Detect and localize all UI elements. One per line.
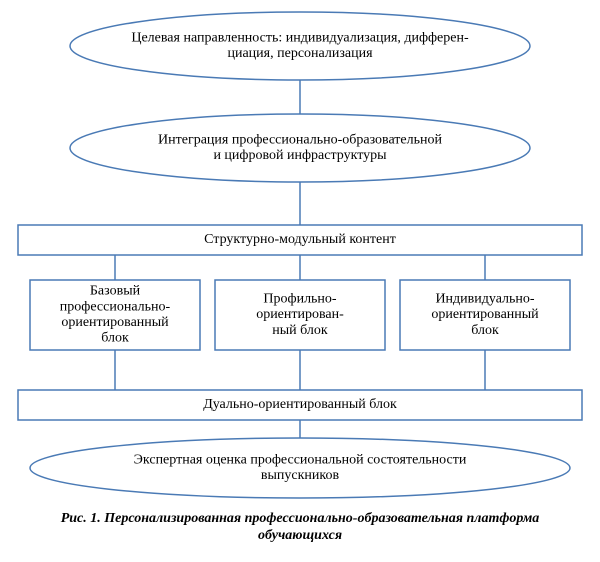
node-label: профессионально- [60, 299, 171, 314]
node-n2: Интеграция профессионально-образовательн… [70, 114, 530, 182]
node-n4a: Базовыйпрофессионально-ориентированныйбл… [30, 280, 200, 350]
node-n3: Структурно-модульный контент [18, 225, 582, 255]
caption-layer: Рис. 1. Персонализированная профессионал… [61, 511, 540, 543]
node-label: Базовый [90, 284, 141, 299]
figure-caption: обучающихся [258, 528, 342, 543]
node-label: выпускников [261, 468, 340, 483]
flowchart-diagram: Целевая направленность: индивидуализация… [0, 0, 600, 562]
node-label: ный блок [272, 323, 328, 338]
node-label: ориентирован- [256, 307, 344, 322]
node-n5: Дуально-ориентированный блок [18, 390, 582, 420]
node-label: блок [101, 331, 129, 346]
node-n1: Целевая направленность: индивидуализация… [70, 12, 530, 80]
node-label: Целевая направленность: индивидуализация… [131, 30, 469, 45]
figure-caption: Рис. 1. Персонализированная профессионал… [61, 511, 540, 526]
node-label: Структурно-модульный контент [204, 232, 396, 247]
node-n4b: Профильно-ориентирован-ный блок [215, 280, 385, 350]
node-label: Профильно- [263, 292, 337, 307]
node-label: Интеграция профессионально-образовательн… [158, 132, 442, 147]
node-label: ориентированный [61, 315, 169, 330]
node-label: блок [471, 323, 499, 338]
node-n6: Экспертная оценка профессиональной состо… [30, 438, 570, 498]
node-label: Индивидуально- [435, 292, 534, 307]
node-label: Дуально-ориентированный блок [203, 397, 397, 412]
node-label: ориентированный [431, 307, 539, 322]
node-label: и цифровой инфраструктуры [213, 148, 387, 163]
node-n4c: Индивидуально-ориентированныйблок [400, 280, 570, 350]
node-label: Экспертная оценка профессиональной состо… [134, 452, 467, 467]
node-label: циация, персонализация [227, 46, 373, 61]
